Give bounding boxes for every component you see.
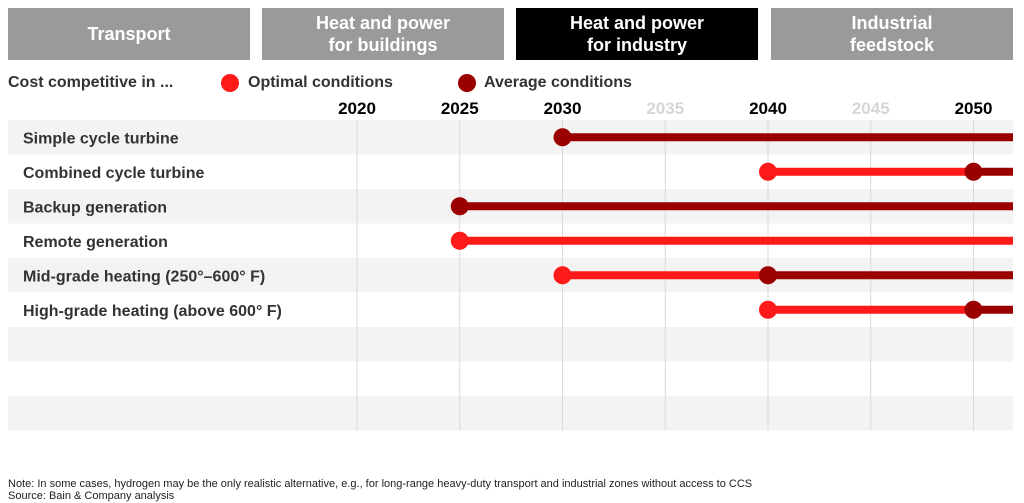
timeline-chart: 2020 2025 2030 2035 2040 2045 2050 Simple cycle… — [8, 99, 1013, 431]
legend: Cost competitive in ... Optimal conditio… — [8, 72, 1008, 94]
x-tick-label: 2030 — [544, 99, 582, 118]
row-label: High-grade heating (above 600° F) — [23, 303, 282, 320]
average-marker — [553, 128, 572, 147]
row-label: Simple cycle turbine — [23, 130, 179, 147]
average-legend-marker — [458, 74, 476, 92]
tab-heat-power-industry[interactable]: Heat and power for industry — [516, 8, 758, 60]
tab-transport[interactable]: Transport — [8, 8, 250, 60]
optimal-marker — [759, 300, 777, 319]
x-tick-label: 2025 — [441, 99, 479, 118]
row-stripe — [8, 327, 1013, 362]
footnote-source: Source: Bain & Company analysis — [8, 490, 175, 502]
row-label: Combined cycle turbine — [23, 165, 204, 182]
x-tick-label: 2020 — [338, 99, 376, 118]
tab-industrial-feedstock[interactable]: Industrial feedstock — [771, 8, 1013, 60]
tab-heat-power-buildings[interactable]: Heat and power for buildings — [262, 8, 504, 60]
row-label: Mid-grade heating (250°–600° F) — [23, 268, 265, 285]
optimal-marker — [759, 162, 777, 181]
footnotes: Note: In some cases, hydrogen may be the… — [8, 478, 752, 502]
row-stripe — [8, 396, 1013, 431]
average-marker — [964, 300, 983, 319]
row-label: Backup generation — [23, 199, 167, 216]
x-tick-label: 2035 — [646, 99, 684, 118]
legend-title: Cost competitive in ... — [8, 74, 174, 91]
optimal-marker — [450, 231, 469, 250]
x-tick-label: 2045 — [852, 99, 890, 118]
average-marker — [759, 266, 777, 285]
footnote-note: Note: In some cases, hydrogen may be the… — [8, 478, 753, 490]
optimal-legend-marker — [221, 74, 239, 92]
sector-tabs: Transport Heat and power for buildings H… — [0, 8, 1024, 60]
optimal-marker — [553, 266, 572, 285]
optimal-legend-label: Optimal conditions — [248, 74, 393, 91]
x-tick-label: 2040 — [749, 99, 787, 118]
average-marker — [964, 162, 983, 181]
average-legend-label: Average conditions — [484, 74, 632, 91]
row-label: Remote generation — [23, 234, 168, 251]
x-tick-label: 2050 — [955, 99, 993, 118]
average-marker — [450, 197, 469, 216]
